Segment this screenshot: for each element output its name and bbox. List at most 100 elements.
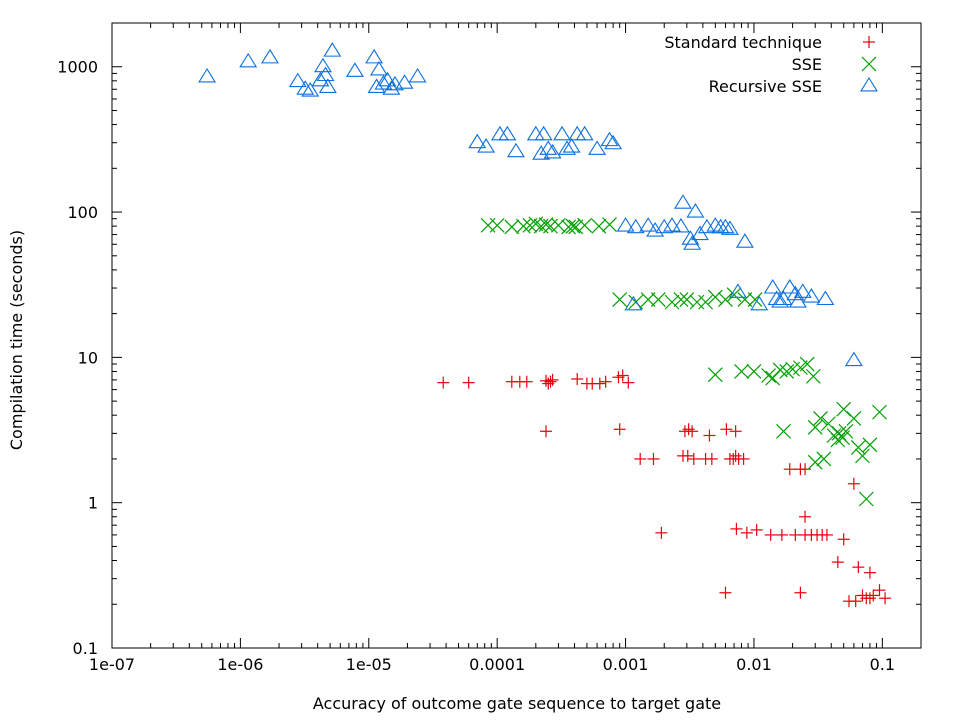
data-point [863,566,876,579]
data-point [538,217,554,233]
data-point [655,526,668,539]
data-point [558,140,577,155]
data-point [604,134,623,150]
data-point [719,586,732,599]
x-tick-label: 1e-05 [346,655,392,674]
data-point [489,217,505,233]
x-axis-label: Accuracy of outcome gate sequence to tar… [313,694,721,713]
legend-item: Recursive SSE [709,76,878,96]
data-point [735,233,754,248]
data-point [477,138,496,153]
data-point [830,432,846,448]
data-point [729,425,742,438]
data-point [863,592,876,605]
legend-label: Standard technique [664,33,822,52]
data-point [750,523,763,536]
data-point [836,401,852,417]
data-point [571,372,584,385]
data-point [763,278,782,294]
data-point [520,375,533,388]
data-point [543,143,562,159]
data-point [681,449,694,462]
data-point [698,294,714,310]
y-tick-label: 1 [88,494,98,513]
data-point [602,217,617,233]
data-point [776,423,791,439]
legend-marker [861,56,877,72]
x-tick-label: 0.01 [736,655,772,674]
data-point [318,78,337,93]
data-point [794,586,807,599]
data-point [673,194,692,209]
data-point [296,80,315,95]
y-tick-label: 0.1 [73,639,98,658]
data-point [729,449,742,462]
data-point [626,218,645,234]
data-point [737,452,750,465]
data-point [345,62,364,77]
data-point [772,362,788,378]
data-point [687,452,700,465]
data-point [873,584,886,597]
data-point [774,290,793,306]
data-point [740,526,753,539]
data-point [703,429,716,442]
x-tick-label: 0.001 [603,655,649,674]
data-point [664,294,680,310]
data-point [323,42,342,57]
data-point [561,219,577,235]
data-point [681,230,700,245]
data-point [532,145,551,160]
legend-marker [860,76,878,92]
data-point [718,292,733,307]
data-point [468,133,487,149]
data-point [707,367,723,383]
data-point [816,451,832,467]
data-point [686,203,705,218]
data-point [198,67,217,83]
data-point [568,219,584,235]
data-point [867,589,880,602]
data-point [728,283,747,298]
data-point [612,292,628,307]
data-point [780,278,799,294]
x-tick-label: 0.0001 [469,655,525,674]
data-point [599,375,612,388]
series-plus [437,369,892,608]
data-point [613,423,626,436]
data-point [301,82,320,97]
data-point [374,75,393,90]
data-point [820,416,836,432]
data-point [498,125,517,141]
data-point [847,477,860,490]
data-point [437,376,450,389]
data-point [783,463,796,476]
data-point [542,377,555,390]
data-point [462,376,475,389]
y-tick-label: 100 [67,203,98,222]
data-point [369,60,388,76]
data-point [365,48,384,64]
data-point [634,452,647,465]
y-tick-label: 1000 [57,58,98,77]
data-point [382,80,401,95]
data-point [816,290,835,306]
data-point [663,217,681,232]
legend-marker [863,36,875,48]
data-point [799,463,812,476]
data-point [855,448,870,464]
data-point [813,411,828,426]
legend-label: SSE [792,55,822,74]
data-point [504,219,520,235]
data-point [807,454,823,470]
data-point [683,235,702,250]
data-point [734,364,749,379]
legend-label: Recursive SSE [709,77,822,96]
data-point [562,138,581,153]
data-point [786,285,805,301]
data-point [849,595,862,608]
data-point [600,131,619,147]
data-point [807,419,823,435]
data-point [624,295,643,311]
